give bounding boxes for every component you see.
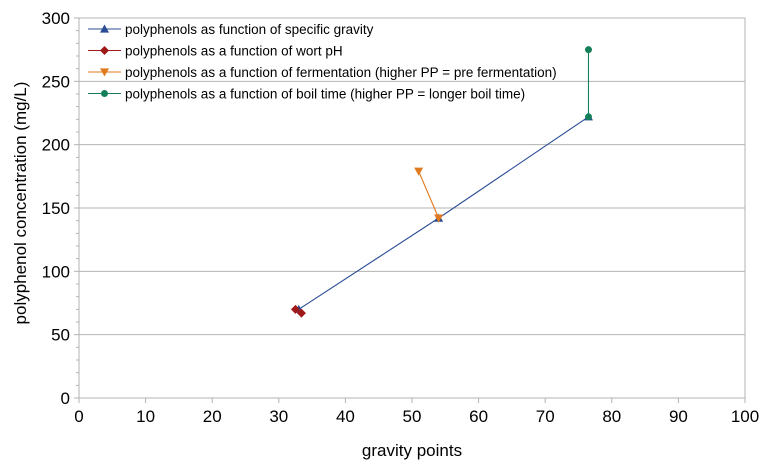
legend: polyphenols as function of specific grav… bbox=[88, 22, 557, 102]
y-tick-label-250: 250 bbox=[42, 72, 70, 91]
series-2-point-2 bbox=[296, 308, 306, 318]
y-tick-label-200: 200 bbox=[42, 136, 70, 155]
series-group bbox=[290, 46, 593, 318]
y-tick-label-0: 0 bbox=[61, 389, 70, 408]
legend-item-4: polyphenols as a function of boil time (… bbox=[88, 87, 525, 102]
legend-item-4-label: polyphenols as a function of boil time (… bbox=[125, 87, 525, 102]
series-2-group bbox=[290, 304, 306, 318]
y-tick-label-300: 300 bbox=[42, 9, 70, 28]
y-axis-title: polyphenol concentration (mg/L) bbox=[11, 82, 30, 325]
legend-item-2: polyphenols as a function of wort pH bbox=[88, 44, 343, 59]
legend-item-1-marker bbox=[100, 24, 109, 33]
x-tick-label-30: 30 bbox=[269, 407, 288, 426]
y-tick-label-50: 50 bbox=[51, 326, 70, 345]
x-tick-label-70: 70 bbox=[536, 407, 555, 426]
x-tick-label-10: 10 bbox=[136, 407, 155, 426]
x-tick-label-60: 60 bbox=[469, 407, 488, 426]
x-axis-title: gravity points bbox=[362, 441, 462, 460]
x-tick-label-0: 0 bbox=[74, 407, 83, 426]
y-tick-label-150: 150 bbox=[42, 199, 70, 218]
x-tick-label-90: 90 bbox=[669, 407, 688, 426]
series-2-point-1 bbox=[290, 304, 300, 314]
series-4-point-1 bbox=[584, 46, 592, 54]
series-4-point-2 bbox=[584, 113, 592, 121]
x-tick-label-40: 40 bbox=[336, 407, 355, 426]
legend-item-3: polyphenols as a function of fermentatio… bbox=[88, 65, 557, 80]
legend-item-3-label: polyphenols as a function of fermentatio… bbox=[125, 65, 557, 80]
x-tick-label-100: 100 bbox=[731, 407, 759, 426]
series-1-group bbox=[294, 112, 593, 313]
legend-item-2-marker bbox=[100, 46, 109, 55]
y-tick-label-100: 100 bbox=[42, 262, 70, 281]
series-3-point-1 bbox=[414, 167, 424, 176]
x-tick-label-20: 20 bbox=[203, 407, 222, 426]
series-3-point-2 bbox=[434, 214, 444, 223]
series-3-group bbox=[414, 167, 444, 223]
series-3-line bbox=[418, 171, 440, 219]
legend-item-3-marker bbox=[100, 68, 109, 77]
tick-labels: 0 10 20 30 40 50 60 70 80 90 100 0 50 100 150 200 250 300 bbox=[42, 9, 760, 426]
axes bbox=[74, 17, 746, 403]
legend-item-4-marker bbox=[101, 90, 108, 97]
legend-item-1: polyphenols as function of specific grav… bbox=[88, 22, 374, 37]
series-4-group bbox=[584, 46, 592, 121]
legend-item-1-label: polyphenols as function of specific grav… bbox=[125, 22, 374, 37]
x-tick-label-50: 50 bbox=[403, 407, 422, 426]
series-1-line bbox=[298, 116, 589, 310]
x-tick-label-80: 80 bbox=[602, 407, 621, 426]
legend-item-2-label: polyphenols as a function of wort pH bbox=[125, 44, 343, 59]
